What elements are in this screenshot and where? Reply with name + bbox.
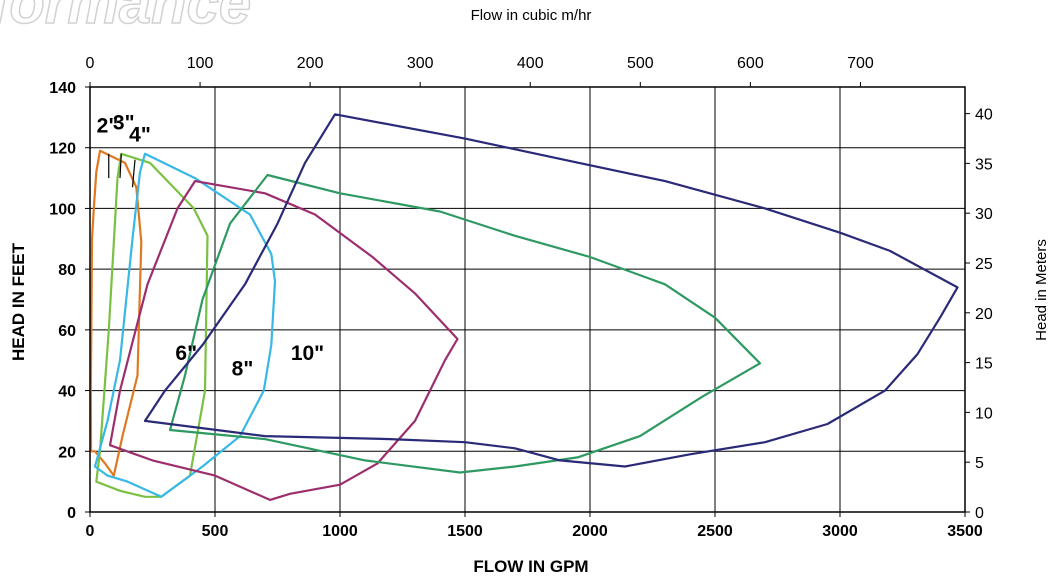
y2-tick-label-20: 20	[975, 306, 993, 323]
x-tick-label-3500: 3500	[947, 523, 983, 540]
y-tick-label-140: 140	[49, 80, 76, 97]
y2-tick-label-35: 35	[975, 156, 993, 173]
tick-labels: 0 500 1000 1500 2000 2500 3000 3500020406080100…	[49, 55, 993, 540]
series-label-10in: 10"	[291, 342, 324, 365]
series-line-10in	[143, 113, 959, 468]
series-line-2in	[89, 149, 143, 477]
series-label-3in: 3"	[113, 112, 135, 135]
leader-line-4in	[131, 159, 136, 188]
grid	[90, 87, 965, 512]
y2-tick-label-40: 40	[975, 107, 993, 124]
y-axis-title: HEAD IN FEET	[9, 242, 28, 361]
plot-frame	[89, 86, 966, 513]
y2-tick-label-0: 0	[975, 505, 984, 522]
y-tick-label-20: 20	[58, 444, 76, 461]
x-tick-label-2000: 2000	[572, 523, 608, 540]
x-tick-label-2500: 2500	[697, 523, 733, 540]
x-tick-label-500: 500	[202, 523, 229, 540]
x-tick-label-1500: 1500	[447, 523, 483, 540]
y-tick-label-120: 120	[49, 141, 76, 158]
y-tick-label-80: 80	[58, 262, 76, 279]
x2-tick-label-600: 600	[737, 55, 764, 72]
leader-line-3in	[119, 153, 122, 179]
y2-tick-label-25: 25	[975, 256, 993, 273]
y2-tick-label-10: 10	[975, 405, 993, 422]
series-label-6in: 6"	[175, 342, 197, 365]
series-layer	[89, 113, 959, 501]
x2-tick-label-400: 400	[517, 55, 544, 72]
series-label-4in: 4"	[129, 124, 151, 147]
x2-tick-label-0: 0	[86, 55, 95, 72]
x-axis-title: FLOW IN GPM	[473, 557, 588, 576]
y2-tick-label-15: 15	[975, 356, 993, 373]
series-label-2in: 2"	[97, 115, 119, 138]
x-tick-label-0: 0	[86, 523, 95, 540]
top-axis-title: Flow in cubic m/hr	[471, 7, 592, 24]
y2-tick-label-5: 5	[975, 455, 984, 472]
x2-tick-label-700: 700	[847, 55, 874, 72]
ticks	[85, 82, 970, 517]
x2-tick-label-500: 500	[627, 55, 654, 72]
series-line-3in	[95, 152, 209, 498]
y-tick-label-60: 60	[58, 323, 76, 340]
series-label-8in: 8"	[232, 357, 254, 380]
series-labels: 2"3"4" 6" 8" 10"	[97, 112, 324, 381]
watermark-text: formance	[0, 0, 251, 36]
x2-tick-label-200: 200	[297, 55, 324, 72]
x-tick-label-1000: 1000	[322, 523, 358, 540]
x2-tick-label-300: 300	[407, 55, 434, 72]
y-tick-label-40: 40	[58, 384, 76, 401]
right-axis-title: Head in Meters	[1033, 239, 1050, 341]
y2-tick-label-30: 30	[975, 206, 993, 223]
series-line-8in	[168, 173, 762, 474]
x-tick-label-3000: 3000	[822, 523, 858, 540]
x2-tick-label-100: 100	[187, 55, 214, 72]
series-line-6in	[108, 180, 459, 501]
y-tick-label-100: 100	[49, 201, 76, 218]
series-line-4in	[93, 152, 277, 498]
y-tick-label-0: 0	[67, 505, 76, 522]
